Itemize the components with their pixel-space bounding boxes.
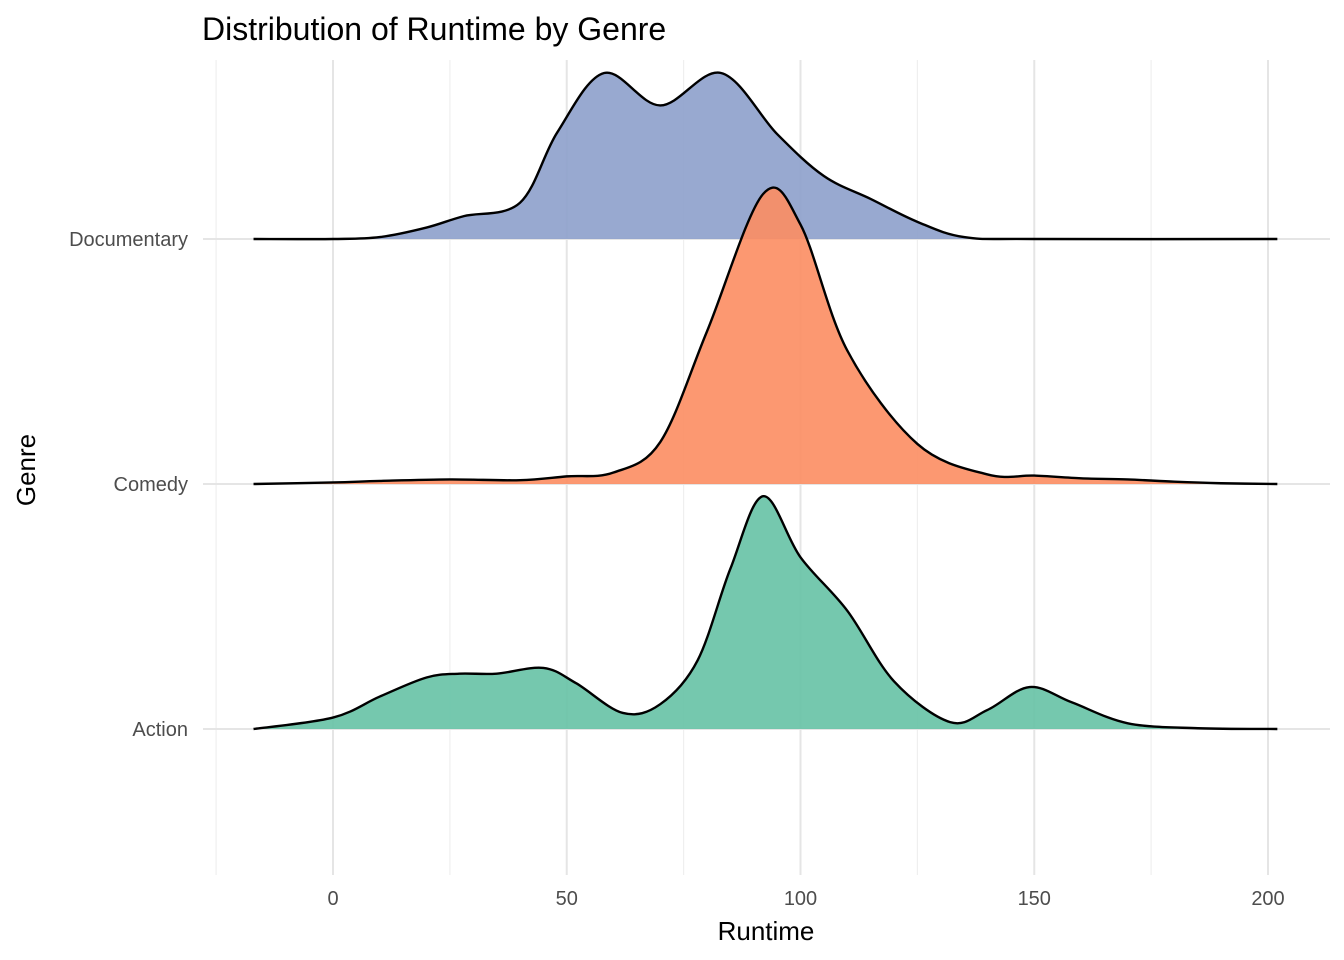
x-tick-label: 200: [1251, 888, 1284, 910]
x-tick-label: 150: [1018, 888, 1051, 910]
ridge-comedy: [253, 186, 1278, 486]
ridges: [253, 71, 1278, 731]
ridge-area-comedy: [253, 187, 1278, 484]
y-tick-label: Comedy: [114, 474, 188, 496]
x-tick-label: 50: [556, 888, 578, 910]
ridge-documentary: [253, 71, 1278, 241]
y-tick-label: Documentary: [69, 229, 188, 251]
y-axis-title: Genre: [11, 434, 41, 506]
y-tick-label: Action: [132, 719, 188, 741]
y-axis-ticks: Action Comedy Documentary: [69, 229, 188, 741]
x-tick-label: 100: [784, 888, 817, 910]
x-axis-ticks: 0 50 100 150 200: [327, 888, 1284, 910]
chart-title: Distribution of Runtime by Genre: [202, 11, 666, 47]
ridge-action: [253, 495, 1278, 731]
ridge-line-comedy: [253, 186, 1278, 486]
x-axis-title: Runtime: [718, 916, 815, 946]
x-tick-label: 0: [327, 888, 338, 910]
ridge-line-action: [253, 495, 1278, 731]
ridge-area-documentary: [253, 72, 1278, 240]
ridge-area-action: [253, 496, 1278, 729]
ridge-line-documentary: [253, 71, 1278, 241]
